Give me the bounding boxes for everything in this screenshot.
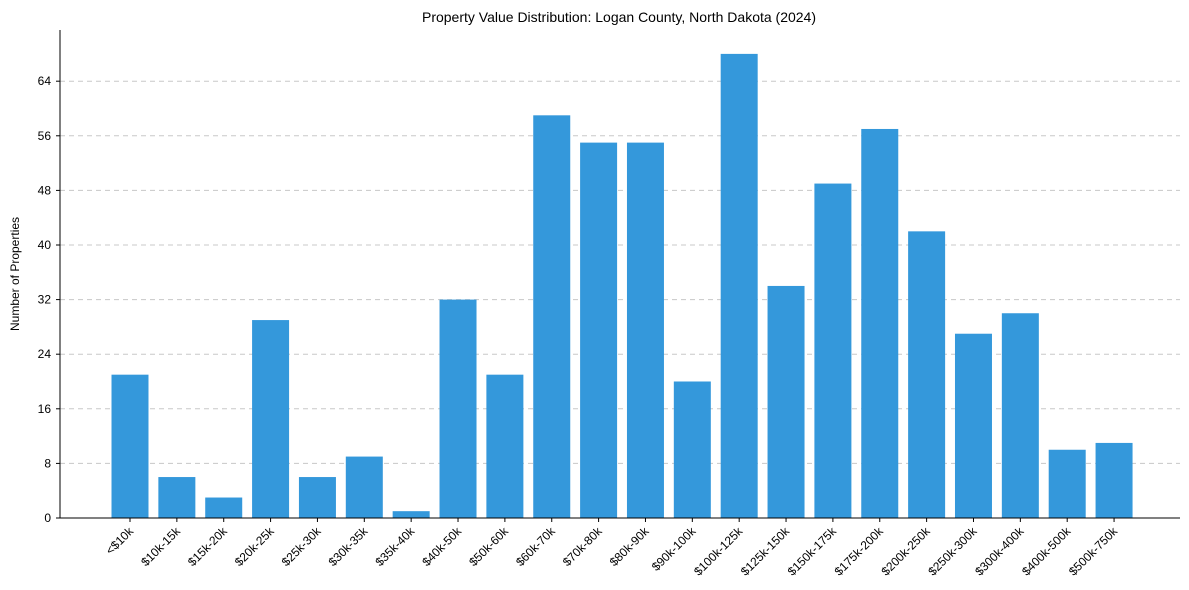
bar-12	[673, 381, 711, 518]
bar-2	[205, 497, 243, 518]
y-tick-label: 16	[38, 402, 52, 416]
bar-16	[861, 128, 899, 519]
bar-13	[720, 53, 758, 518]
x-tick-label: $200k-250k	[878, 524, 933, 579]
y-tick-label: 40	[38, 238, 52, 252]
y-tick-label: 32	[38, 293, 52, 307]
x-tick-label: $70k-80k	[560, 524, 606, 570]
x-tick-label: $60k-70k	[513, 524, 559, 570]
bar-1	[158, 477, 196, 518]
bar-6	[392, 511, 430, 518]
y-tick-label: 0	[44, 511, 51, 525]
bar-19	[1001, 313, 1039, 518]
bar-0	[111, 374, 149, 518]
x-tick-label: <$10k	[103, 524, 137, 558]
bar-7	[439, 299, 477, 518]
gridlines	[60, 80, 1180, 464]
bars	[111, 53, 1133, 519]
bar-17	[908, 231, 946, 518]
y-tick-label: 8	[44, 456, 51, 470]
x-tick-label: $35k-40k	[372, 524, 418, 570]
y-axis-label: Number of Properties	[8, 217, 22, 331]
y-tick-label: 48	[38, 183, 52, 197]
bar-14	[767, 285, 805, 518]
bar-4	[298, 477, 336, 518]
x-tick-label: $300k-400k	[972, 524, 1027, 579]
chart-title: Property Value Distribution: Logan Count…	[422, 9, 816, 25]
x-tick-label: $10k-15k	[138, 524, 184, 570]
x-tick-label: $175k-200k	[832, 524, 887, 579]
bar-20	[1048, 449, 1086, 518]
x-tick-label: $500k-750k	[1066, 524, 1121, 579]
x-tick-label: $40k-50k	[419, 524, 465, 570]
x-tick-label: $150k-175k	[785, 524, 840, 579]
bar-10	[580, 142, 618, 518]
x-tick-label: $80k-90k	[607, 524, 653, 570]
x-tick-label: $100k-125k	[691, 524, 746, 579]
x-tick-label: $25k-30k	[279, 524, 325, 570]
bar-3	[252, 320, 290, 518]
y-axis-ticks: 0 8 16 24 32 40 48 56 64	[38, 74, 60, 525]
x-axis-ticks: <$10k $10k-15k $15k-20k $20k-25k $25k-30k $30…	[103, 518, 1121, 578]
bar-21	[1095, 442, 1133, 518]
y-tick-label: 24	[38, 347, 52, 361]
x-tick-label: $400k-500k	[1019, 524, 1074, 579]
bar-18	[954, 333, 992, 518]
x-tick-label: $90k-100k	[649, 524, 699, 574]
y-tick-label: 56	[38, 129, 52, 143]
x-tick-label: $250k-300k	[925, 524, 980, 579]
bar-11	[626, 142, 664, 518]
x-tick-label: $30k-35k	[326, 524, 372, 570]
bar-8	[486, 374, 524, 518]
bar-15	[814, 183, 852, 518]
x-tick-label: $125k-150k	[738, 524, 793, 579]
y-tick-label: 64	[38, 74, 52, 88]
x-tick-label: $15k-20k	[185, 524, 231, 570]
bar-9	[533, 115, 571, 518]
x-tick-label: $20k-25k	[232, 524, 278, 570]
x-tick-label: $50k-60k	[466, 524, 512, 570]
bar-5	[345, 456, 383, 518]
